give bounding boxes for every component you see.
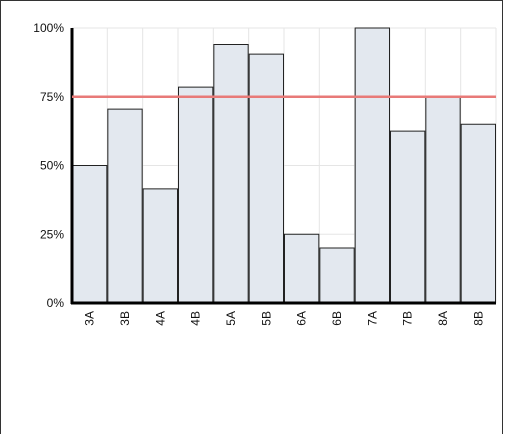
x-tick-label: 6A [295, 311, 309, 326]
x-tick-label: 3A [83, 311, 97, 326]
bar-3A [72, 165, 108, 304]
x-tick-label: 7B [401, 311, 415, 326]
x-tick-label: 4B [189, 311, 203, 326]
bar-8A [425, 96, 461, 304]
y-tick-label: 50% [40, 159, 64, 173]
bar-4A [142, 188, 179, 304]
x-tick-label: 5B [259, 311, 273, 326]
x-tick-label: 7A [365, 311, 379, 326]
x-tick-label: 8B [471, 311, 485, 326]
x-tick-label: 3B [118, 311, 132, 326]
bars [72, 27, 496, 304]
bar-6B [319, 247, 355, 304]
x-tick-label: 5A [224, 311, 238, 326]
y-tick-label: 25% [40, 227, 64, 241]
x-tick-label: 4A [153, 311, 167, 326]
bar-6A [284, 233, 320, 304]
bar-5B [248, 53, 285, 304]
bar-8B [460, 123, 496, 304]
y-tick-label: 100% [33, 21, 64, 35]
x-tick-label: 8A [436, 311, 450, 326]
y-tick-label: 75% [40, 90, 64, 104]
bar-3B [107, 108, 143, 304]
y-tick-label: 0% [47, 296, 65, 310]
y-axis-ticks: 0% 25% 50% 75% 100% [33, 21, 64, 310]
bar-5A [213, 44, 249, 304]
bar-4B [178, 86, 214, 304]
bar-7A [354, 27, 390, 304]
x-axis-labels: 3A 3B 4A 4B 5A 5B 6A 6B 7A 7B 8A 8B [83, 311, 486, 326]
bar-7B [390, 130, 426, 304]
x-tick-label: 6B [330, 311, 344, 326]
